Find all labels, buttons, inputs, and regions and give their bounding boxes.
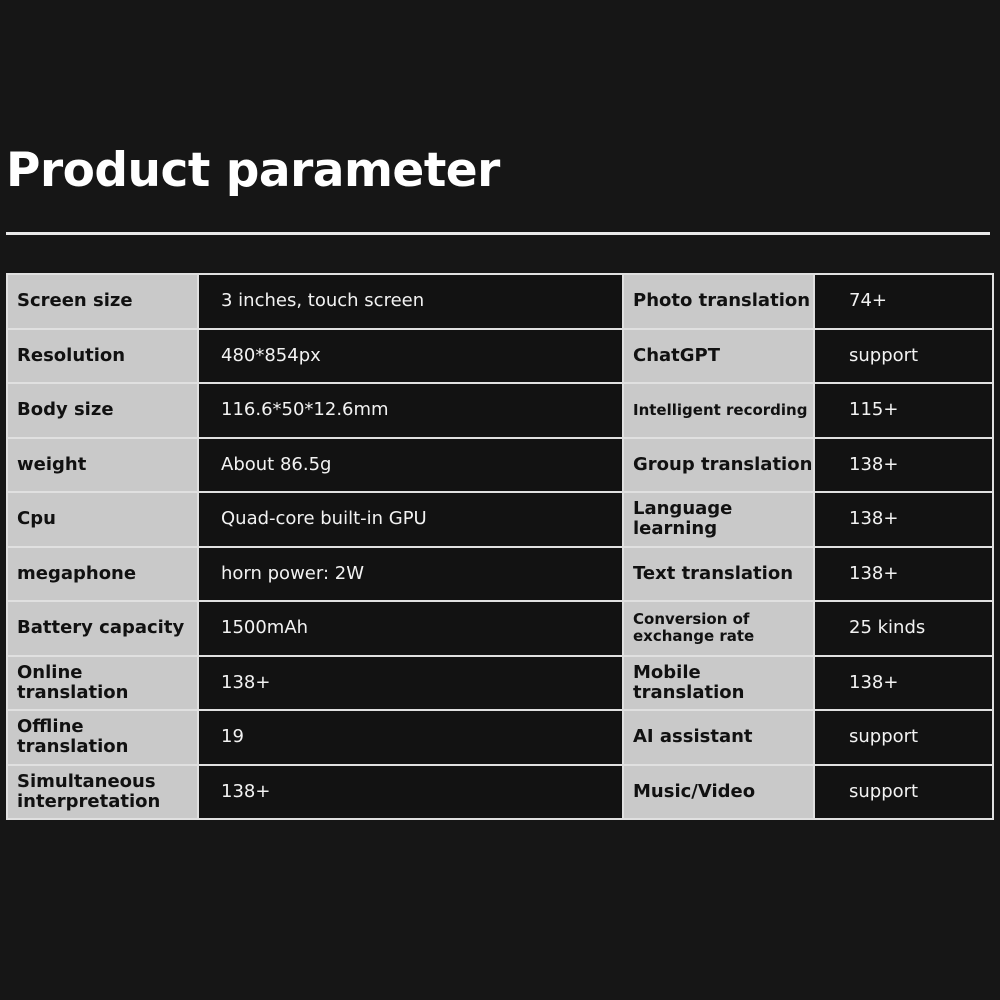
table-row: megaphone horn power: 2W Text translation 1… [6,545,994,602]
table-row: Screen size 3 inches, touch screen Photo t… [6,273,994,330]
spec-value: Quad-core built-in GPU [197,491,624,548]
spec-label: Language learning [622,491,815,548]
spec-label: Mobile translation [622,654,815,711]
spec-label: Conversion of exchange rate [622,600,815,657]
spec-label: Photo translation [622,273,815,330]
spec-label: Cpu [6,491,199,548]
spec-value: 74+ [813,273,994,330]
spec-label: weight [6,436,199,493]
spec-value: 25 kinds [813,600,994,657]
table-row: Resolution 480*854px ChatGPT support [6,327,994,384]
table-row: Battery capacity 1500mAh Conversion of exc… [6,600,994,657]
spec-value: 138+ [813,545,994,602]
spec-label: ChatGPT [622,327,815,384]
spec-value: 138+ [197,763,624,820]
spec-value: About 86.5g [197,436,624,493]
spec-value: 138+ [813,436,994,493]
spec-label: Offline translation [6,709,199,766]
page-title: Product parameter [6,143,500,198]
spec-label: megaphone [6,545,199,602]
spec-label: Simultaneous interpretation [6,763,199,820]
spec-label: Resolution [6,327,199,384]
table-row: Online translation 138+ Mobile translation… [6,654,994,711]
spec-value: support [813,327,994,384]
spec-label: Intelligent recording [622,382,815,439]
spec-value: 1500mAh [197,600,624,657]
spec-label: AI assistant [622,709,815,766]
spec-value: support [813,763,994,820]
spec-value: 480*854px [197,327,624,384]
spec-value: 19 [197,709,624,766]
table-row: weight About 86.5g Group translation 138+ [6,436,994,493]
spec-value: 115+ [813,382,994,439]
spec-value: horn power: 2W [197,545,624,602]
spec-value: 138+ [197,654,624,711]
divider [6,232,990,235]
spec-value: support [813,709,994,766]
table-row: Simultaneous interpretation 138+ Music/Vid… [6,763,994,820]
spec-label: Group translation [622,436,815,493]
spec-value: 3 inches, touch screen [197,273,624,330]
spec-label: Text translation [622,545,815,602]
spec-table: Screen size 3 inches, touch screen Photo t… [6,273,994,820]
spec-label: Body size [6,382,199,439]
spec-label: Music/Video [622,763,815,820]
spec-label: Screen size [6,273,199,330]
spec-label: Online translation [6,654,199,711]
table-row: Body size 116.6*50*12.6mm Intelligent reco… [6,382,994,439]
table-row: Cpu Quad-core built-in GPU Language learni… [6,491,994,548]
spec-value: 138+ [813,654,994,711]
table-row: Offline translation 19 AI assistant support [6,709,994,766]
spec-value: 116.6*50*12.6mm [197,382,624,439]
spec-label: Battery capacity [6,600,199,657]
spec-value: 138+ [813,491,994,548]
